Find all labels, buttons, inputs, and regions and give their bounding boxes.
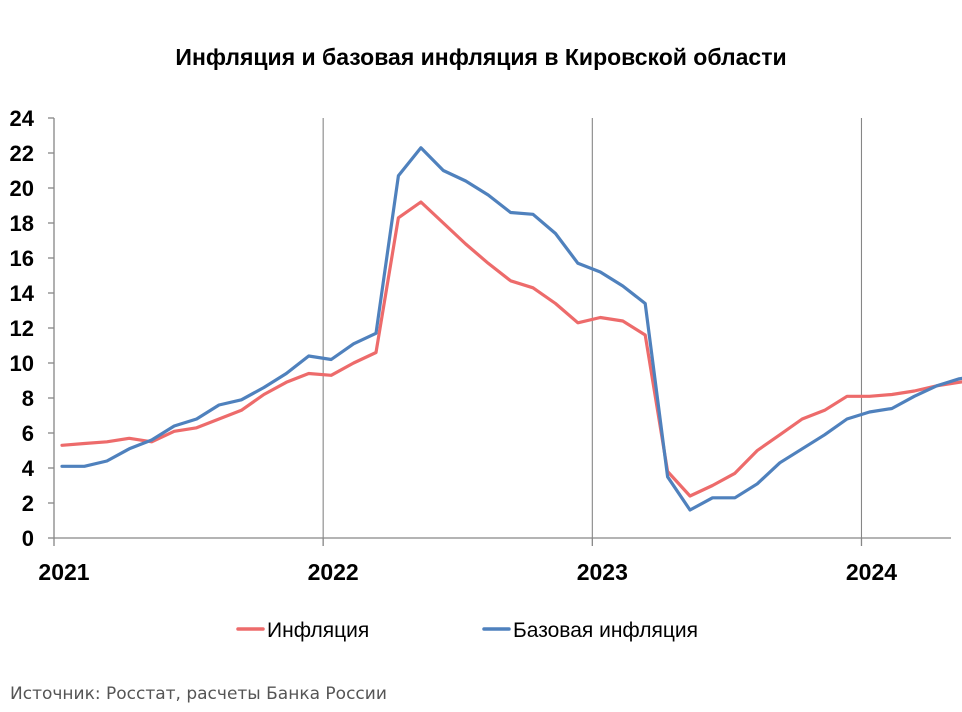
y-tick-label: 8 bbox=[22, 386, 34, 411]
series-line-inflation bbox=[60, 200, 962, 498]
x-tick-label: 2022 bbox=[308, 559, 359, 585]
y-tick-label: 20 bbox=[10, 176, 34, 201]
source-note: Источник: Росстат, расчеты Банка России bbox=[10, 684, 387, 704]
legend-item-core-inflation-label: Базовая инфляция bbox=[513, 619, 698, 642]
chart-legend: Инфляция Базовая инфляция bbox=[236, 619, 698, 642]
y-tick-label: 6 bbox=[22, 421, 34, 446]
y-tick-label: 2 bbox=[22, 491, 34, 516]
y-tick-label: 0 bbox=[22, 526, 34, 551]
y-tick-label: 10 bbox=[10, 351, 34, 376]
y-tick-label: 14 bbox=[10, 281, 35, 306]
chart-title: Инфляция и базовая инфляция в Кировской … bbox=[175, 44, 787, 70]
x-tick-label: 2021 bbox=[38, 559, 89, 585]
y-tick-label: 24 bbox=[10, 106, 35, 131]
x-tick-label: 2023 bbox=[577, 559, 628, 585]
y-tick-label: 18 bbox=[10, 211, 34, 236]
x-tick-label: 2024 bbox=[846, 559, 897, 585]
y-tick-label: 4 bbox=[22, 456, 35, 481]
chart-series bbox=[60, 146, 962, 512]
y-tick-label: 12 bbox=[10, 316, 34, 341]
y-tick-label: 22 bbox=[10, 141, 34, 166]
legend-item-inflation-label: Инфляция bbox=[267, 619, 369, 642]
series-line-core-inflation bbox=[60, 146, 962, 512]
y-tick-label: 16 bbox=[10, 246, 34, 271]
